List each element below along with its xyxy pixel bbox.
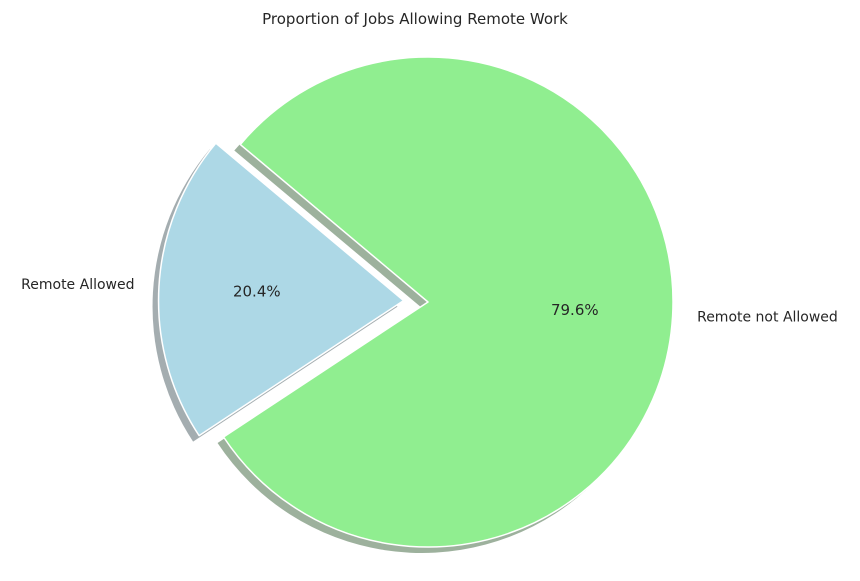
slice-pct-remote-not-allowed: 79.6%	[551, 301, 599, 319]
slice-label-remote-allowed: Remote Allowed	[21, 277, 134, 293]
slice-label-remote-not-allowed: Remote not Allowed	[697, 309, 838, 325]
chart-title: Proportion of Jobs Allowing Remote Work	[262, 10, 568, 28]
slice-pct-remote-allowed: 20.4%	[233, 283, 281, 301]
